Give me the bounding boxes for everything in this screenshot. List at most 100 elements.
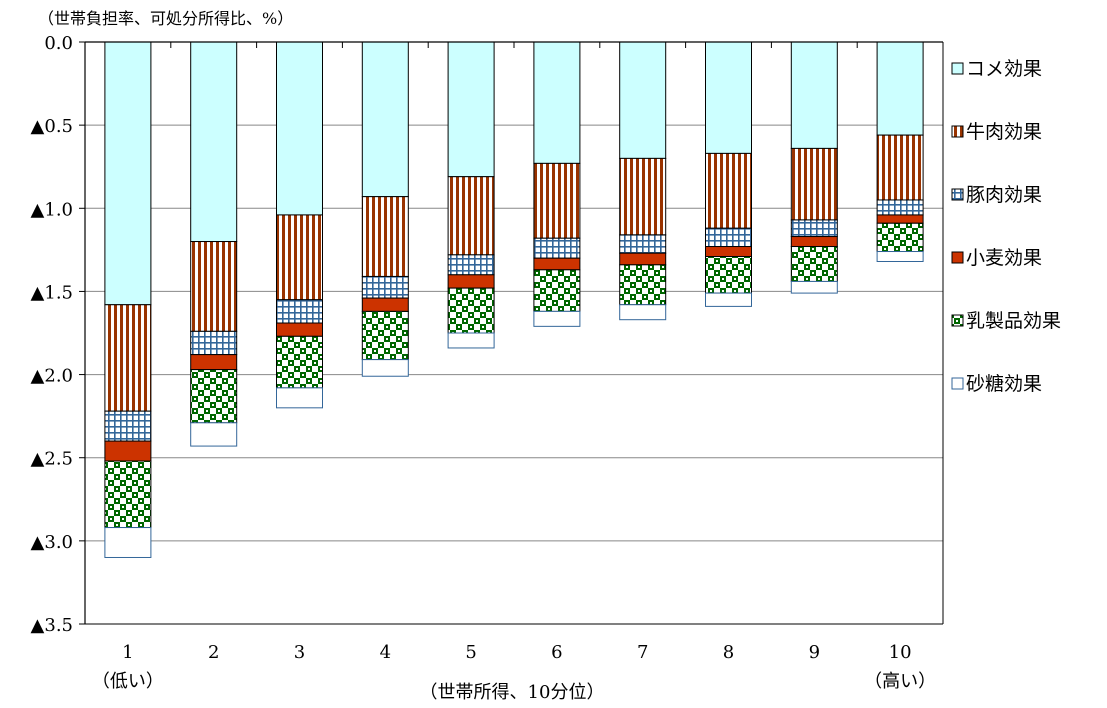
bar-segment-series-3-cat-9	[790, 219, 838, 238]
axes	[79, 41, 944, 625]
bar-stack-4	[361, 41, 409, 377]
x-tick-label: 5	[465, 642, 476, 663]
bar-segment-series-5-cat-2	[190, 369, 238, 424]
x-axis-tick-labels: 1 （低い） 2 3 4 5 6 7 8 9 10 （高い）	[92, 642, 936, 692]
legend-label: 砂糖効果	[966, 373, 1042, 395]
bar-segment-series-3-cat-10	[876, 199, 924, 216]
bar-segment-series-4-cat-8	[705, 246, 752, 258]
bar-segment-series-1-cat-6	[533, 41, 581, 164]
x-tick-label: 3	[294, 642, 305, 663]
bars	[104, 41, 924, 558]
bar-stack-7	[619, 41, 667, 321]
bar-segment-series-2-cat-9	[790, 147, 838, 221]
legend-label: 乳製品効果	[966, 310, 1061, 332]
x-tick-label: 7	[637, 642, 648, 663]
bar-segment-series-2-cat-6	[533, 162, 581, 239]
bar-segment-series-1-cat-8	[705, 41, 752, 154]
bar-segment-series-4-cat-1	[104, 440, 152, 462]
x-tick-label: 10	[889, 642, 912, 663]
bar-segment-series-5-cat-10	[876, 222, 924, 253]
bar-segment-series-2-cat-8	[705, 152, 752, 229]
bar-segment-series-6-cat-9	[790, 280, 838, 294]
y-tick-label: ▲0.5	[31, 116, 73, 137]
legend-swatch	[951, 62, 964, 75]
bar-stack-10	[876, 41, 924, 262]
bar-stack-1	[104, 41, 152, 558]
x-tick-sublabel: （低い）	[92, 671, 164, 692]
bar-segment-series-4-cat-7	[619, 252, 667, 266]
bar-segment-series-6-cat-1	[104, 527, 152, 558]
bar-segment-series-1-cat-5	[447, 41, 495, 178]
bar-segment-series-3-cat-7	[619, 234, 667, 254]
bar-stack-2	[190, 41, 238, 447]
x-tick-label: 9	[809, 642, 820, 663]
bar-segment-series-2-cat-10	[876, 134, 924, 201]
bar-segment-series-2-cat-2	[190, 241, 238, 332]
bar-segment-series-5-cat-5	[447, 287, 495, 334]
bar-segment-series-1-cat-9	[790, 41, 838, 149]
bar-segment-series-5-cat-9	[790, 246, 838, 282]
y-tick-label: ▲2.5	[31, 449, 73, 470]
bar-segment-series-1-cat-1	[104, 41, 152, 306]
bar-segment-series-3-cat-6	[533, 237, 581, 259]
legend-label: コメ効果	[966, 58, 1042, 80]
bar-stack-8	[705, 41, 752, 307]
y-axis-tick-labels: 0.0 ▲0.5 ▲1.0 ▲1.5 ▲2.0 ▲2.5 ▲3.0 ▲3.5	[31, 33, 73, 636]
bar-segment-series-3-cat-1	[104, 410, 152, 442]
bar-segment-series-6-cat-4	[361, 359, 409, 377]
bar-segment-series-5-cat-4	[361, 310, 409, 361]
bar-stack-6	[533, 41, 581, 327]
bar-segment-series-1-cat-3	[276, 41, 323, 216]
bar-segment-series-3-cat-3	[276, 299, 323, 324]
x-tick-label: 1	[122, 642, 133, 663]
y-tick-label: ▲1.5	[31, 282, 73, 303]
bar-segment-series-1-cat-4	[361, 41, 409, 198]
bar-segment-series-5-cat-3	[276, 335, 323, 389]
bar-segment-series-2-cat-3	[276, 214, 323, 301]
x-axis-title: （世帯所得、10分位）	[420, 682, 605, 703]
y-tick-label: ▲3.5	[31, 615, 73, 636]
legend-swatch	[951, 125, 964, 138]
bar-segment-series-5-cat-7	[619, 264, 667, 306]
y-tick-label: 0.0	[44, 33, 73, 54]
bar-segment-series-3-cat-8	[705, 227, 752, 248]
bar-segment-series-4-cat-2	[190, 354, 238, 371]
bar-segment-series-4-cat-6	[533, 257, 581, 271]
bar-stack-3	[276, 41, 323, 409]
bar-segment-series-2-cat-1	[104, 304, 152, 412]
bar-segment-series-2-cat-7	[619, 157, 667, 236]
bar-segment-series-6-cat-10	[876, 251, 924, 262]
legend-swatch	[951, 188, 964, 201]
bar-segment-series-6-cat-8	[705, 292, 752, 307]
bar-stack-5	[447, 41, 495, 349]
y-tick-label: ▲3.0	[31, 532, 73, 553]
y-tick-label: ▲1.0	[31, 199, 73, 220]
x-tick-label: 4	[380, 642, 391, 663]
y-axis-title: （世帯負担率、可処分所得比、%）	[38, 9, 293, 28]
bar-segment-series-2-cat-5	[447, 176, 495, 256]
bar-segment-series-3-cat-5	[447, 254, 495, 276]
bar-segment-series-4-cat-3	[276, 322, 323, 337]
bar-segment-series-4-cat-4	[361, 297, 409, 312]
x-tick-label: 6	[551, 642, 562, 663]
bar-segment-series-6-cat-5	[447, 332, 495, 349]
legend-label: 牛肉効果	[966, 121, 1042, 143]
bar-segment-series-1-cat-2	[190, 41, 238, 243]
bar-segment-series-1-cat-10	[876, 41, 924, 136]
bar-segment-series-2-cat-4	[361, 196, 409, 277]
legend-label: 小麦効果	[966, 247, 1042, 269]
legend-swatch	[951, 251, 964, 264]
bar-segment-series-3-cat-4	[361, 275, 409, 299]
legend-swatch	[951, 314, 964, 327]
bar-segment-series-4-cat-9	[790, 236, 838, 248]
bar-segment-series-6-cat-6	[533, 310, 581, 327]
bar-segment-series-6-cat-3	[276, 387, 323, 409]
legend-label: 豚肉効果	[966, 184, 1042, 206]
bar-segment-series-6-cat-2	[190, 422, 238, 447]
x-tick-label: 2	[208, 642, 219, 663]
y-tick-label: ▲2.0	[31, 366, 73, 387]
bar-segment-series-3-cat-2	[190, 330, 238, 356]
bar-stack-9	[790, 41, 838, 294]
